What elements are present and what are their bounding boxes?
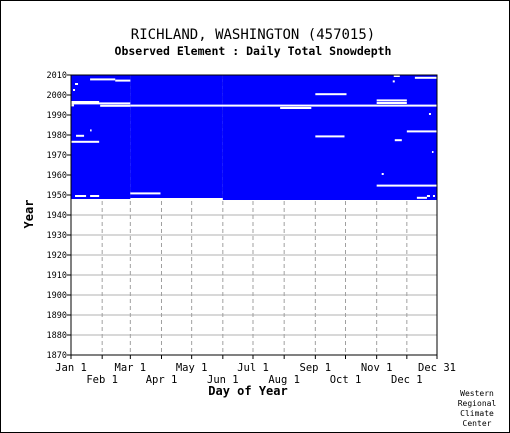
credit-line-2: Regional (457, 399, 497, 408)
y-tick-label: 1880 (47, 331, 67, 341)
data-block (222, 75, 437, 200)
missing-data-gap (376, 184, 437, 187)
missing-data-gap (315, 93, 347, 96)
y-tick-label: 1930 (47, 231, 67, 241)
data-block (71, 75, 131, 199)
y-tick-label: 1900 (47, 291, 67, 301)
x-tick-label: Aug 1 (268, 374, 300, 386)
credit-line-3: Climate (460, 409, 494, 418)
y-tick-label: 2010 (47, 71, 67, 81)
missing-data-gap (406, 130, 437, 133)
missing-data-gap (376, 102, 407, 104)
y-axis-label: Year (22, 200, 36, 229)
x-tick-label: Nov 1 (361, 362, 393, 374)
missing-data-gap (376, 99, 407, 102)
missing-data-gap (71, 104, 75, 107)
missing-data-gap (280, 107, 312, 109)
missing-data-gap (381, 173, 384, 175)
y-tick-label: 1960 (47, 171, 67, 181)
x-tick-label: Dec 31 (418, 362, 456, 374)
missing-data-gap (130, 192, 161, 195)
chart-title: RICHLAND, WASHINGTON (457015) (131, 27, 375, 43)
x-tick-label: Feb 1 (86, 374, 118, 386)
missing-data-gap (428, 113, 431, 115)
y-tick-label: 1890 (47, 311, 67, 321)
x-tick-label: Jun 1 (207, 374, 239, 386)
missing-data-gap (432, 195, 435, 197)
missing-data-gap (392, 80, 395, 83)
missing-data-gap (90, 195, 100, 197)
missing-data-gap (71, 101, 100, 103)
missing-data-gap (75, 195, 87, 197)
plot-area: 1870 1880 1890 1900 1910 1920 1930 1940 1950 1960… (47, 71, 456, 386)
missing-data-gap (416, 196, 427, 199)
y-tick-label: 1980 (47, 131, 67, 141)
y-tick-label: 1870 (47, 351, 67, 361)
missing-data-gap (394, 139, 402, 142)
x-tick-label: Jul 1 (237, 362, 269, 374)
y-tick-label: 1940 (47, 211, 67, 221)
y-tick-label: 1990 (47, 111, 67, 121)
x-tick-label: Oct 1 (330, 374, 362, 386)
x-tick-label: Sep 1 (300, 362, 332, 374)
missing-data-gap (431, 151, 434, 153)
missing-data-gap (393, 75, 400, 77)
y-tick-label: 1910 (47, 271, 67, 281)
missing-data-gap (100, 104, 131, 107)
y-tick-label: 1950 (47, 191, 67, 201)
x-tick-label: May 1 (176, 362, 208, 374)
x-tick-label: Apr 1 (146, 374, 178, 386)
x-axis-label: Day of Year (208, 384, 287, 398)
chart-subtitle: Observed Element : Daily Total Snowdepth (115, 44, 392, 58)
y-tick-label: 2000 (47, 91, 67, 101)
missing-data-gap (90, 78, 116, 81)
missing-data-gap (90, 129, 92, 132)
missing-data-gap (71, 102, 131, 105)
missing-data-gap (130, 104, 438, 107)
x-tick-label: Jan 1 (55, 362, 87, 374)
y-tick-label: 1970 (47, 151, 67, 161)
credit-line-4: Center (462, 419, 492, 428)
missing-data-gap (71, 140, 100, 143)
missing-data-gap (75, 83, 79, 85)
missing-data-gap (115, 79, 131, 82)
y-tick-label: 1920 (47, 251, 67, 261)
missing-data-gap (73, 89, 76, 91)
missing-data-gap (426, 195, 430, 197)
missing-data-gap (414, 76, 437, 79)
data-block (130, 75, 223, 198)
wrcc-credit: Western Regional Climate Center (450, 389, 504, 429)
x-tick-label: Mar 1 (115, 362, 147, 374)
missing-data-gap (315, 135, 345, 138)
credit-line-1: Western (460, 389, 494, 398)
missing-data-gap (76, 134, 85, 137)
x-tick-label: Dec 1 (391, 374, 423, 386)
